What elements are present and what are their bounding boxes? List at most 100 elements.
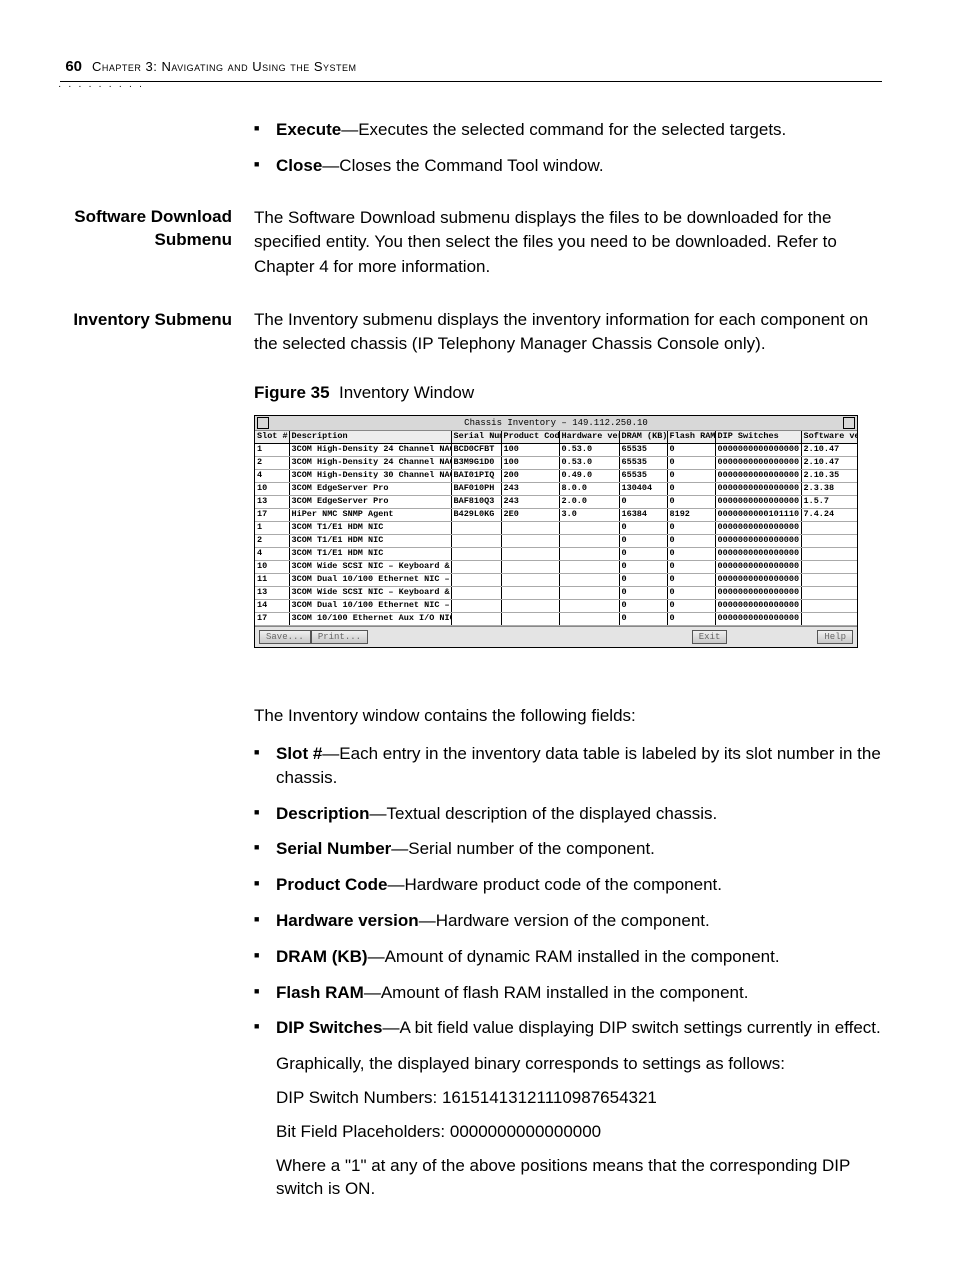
table-cell: 3COM Dual 10/100 Ethernet NIC – PCI (289, 600, 451, 613)
table-row[interactable]: 23COM High-Density 24 Channel NACB3M9G1D… (255, 457, 857, 470)
inventory-window: Chassis Inventory – 149.112.250.10 Slot … (254, 415, 858, 649)
table-cell: 65535 (619, 470, 667, 483)
table-cell: 3.0 (559, 509, 619, 522)
table-row[interactable]: 13COM T1/E1 HDM NIC000000000000000000 (255, 522, 857, 535)
fields-intro: The Inventory window contains the follow… (254, 704, 882, 728)
table-cell: 0000000000000000 (715, 457, 801, 470)
table-cell: 0000000000000000 (715, 470, 801, 483)
list-item: Close—Closes the Command Tool window. (254, 154, 882, 178)
save-button[interactable]: Save... (259, 630, 311, 644)
table-row[interactable]: 143COM Dual 10/100 Ethernet NIC – PCI 000… (255, 600, 857, 613)
table-cell: 130404 (619, 483, 667, 496)
table-cell (559, 535, 619, 548)
table-cell: 3COM T1/E1 HDM NIC (289, 548, 451, 561)
table-header-cell: Slot # (255, 431, 289, 444)
sysmenu-icon[interactable] (257, 417, 269, 429)
table-cell: 10 (255, 561, 289, 574)
table-header-cell: Product Code (501, 431, 559, 444)
table-cell (451, 535, 501, 548)
table-cell: 0000000000000000 (715, 483, 801, 496)
list-item: DRAM (KB)—Amount of dynamic RAM installe… (254, 945, 882, 969)
table-cell: 8192 (667, 509, 715, 522)
table-cell (559, 600, 619, 613)
table-cell (801, 613, 857, 626)
list-item: Slot #—Each entry in the inventory data … (254, 742, 882, 790)
dip-extra-1: Graphically, the displayed binary corres… (276, 1052, 882, 1076)
table-cell: HiPer NMC SNMP Agent (289, 509, 451, 522)
table-row[interactable]: 13COM High-Density 24 Channel NACBCD0CFB… (255, 444, 857, 457)
section-body-software-download: The Software Download submenu displays t… (254, 206, 882, 280)
table-cell: 65535 (619, 444, 667, 457)
table-header-cell: Serial Num (451, 431, 501, 444)
table-row[interactable]: 17HiPer NMC SNMP AgentB429L0KG2E03.01638… (255, 509, 857, 522)
list-item: Serial Number—Serial number of the compo… (254, 837, 882, 861)
table-cell: 0 (667, 496, 715, 509)
resize-icon[interactable] (843, 417, 855, 429)
table-cell (801, 561, 857, 574)
help-button[interactable]: Help (817, 630, 853, 644)
table-row[interactable]: 43COM T1/E1 HDM NIC000000000000000000 (255, 548, 857, 561)
table-cell: 2.0.0 (559, 496, 619, 509)
table-cell: 0 (667, 613, 715, 626)
list-item: Execute—Executes the selected command fo… (254, 118, 882, 142)
exit-button[interactable]: Exit (692, 630, 728, 644)
chapter-title: Chapter 3: Navigating and Using the Syst… (92, 58, 357, 76)
print-button[interactable]: Print... (311, 630, 368, 644)
table-row[interactable]: 43COM High-Density 30 Channel NACBAI01PI… (255, 470, 857, 483)
list-item: DIP Switches—A bit field value displayin… (254, 1016, 882, 1040)
table-cell: 0000000000000000 (715, 600, 801, 613)
inventory-window-footer: Save... Print... Exit Help (255, 626, 857, 647)
table-cell: 17 (255, 509, 289, 522)
table-row[interactable]: 103COM EdgeServer ProBAF010PH2438.0.0130… (255, 483, 857, 496)
table-cell: BAF810Q3 (451, 496, 501, 509)
table-cell (559, 587, 619, 600)
section-label-inventory: Inventory Submenu (60, 308, 254, 357)
table-cell (559, 613, 619, 626)
table-cell: 3COM EdgeServer Pro (289, 496, 451, 509)
table-cell: 0 (619, 587, 667, 600)
table-row[interactable]: 173COM 10/100 Ethernet Aux I/O NIC000000… (255, 613, 857, 626)
table-header-cell: Description (289, 431, 451, 444)
table-row[interactable]: 113COM Dual 10/100 Ethernet NIC – PCI000… (255, 574, 857, 587)
list-item: Description—Textual description of the d… (254, 802, 882, 826)
figure-caption: Figure 35 Inventory Window (254, 381, 882, 405)
table-cell: 0 (619, 496, 667, 509)
table-cell: 3COM 10/100 Ethernet Aux I/O NIC (289, 613, 451, 626)
table-cell: 0.49.0 (559, 470, 619, 483)
top-bullet-list: Execute—Executes the selected command fo… (254, 118, 882, 178)
table-row[interactable]: 103COM Wide SCSI NIC – Keyboard & Mou000… (255, 561, 857, 574)
inventory-table: Slot #DescriptionSerial NumProduct Code H… (255, 431, 857, 626)
table-cell: B3M9G1D0 (451, 457, 501, 470)
table-cell (801, 574, 857, 587)
table-cell: 0000000000000000 (715, 444, 801, 457)
table-cell (501, 522, 559, 535)
table-cell: 2.10.47 (801, 444, 857, 457)
table-cell: 0 (619, 613, 667, 626)
table-cell: BCD0CFBT (451, 444, 501, 457)
table-cell: 14 (255, 600, 289, 613)
table-cell: 0000000000000000 (715, 561, 801, 574)
table-row[interactable]: 23COM T1/E1 HDM NIC000000000000000000 (255, 535, 857, 548)
table-row[interactable]: 133COM EdgeServer ProBAF810Q32432.0.0000… (255, 496, 857, 509)
table-cell: 100 (501, 457, 559, 470)
table-cell (801, 535, 857, 548)
table-cell (559, 522, 619, 535)
table-cell: 0 (667, 522, 715, 535)
table-cell (501, 548, 559, 561)
table-cell (451, 561, 501, 574)
table-cell: 4 (255, 470, 289, 483)
table-row[interactable]: 133COM Wide SCSI NIC – Keyboard & Mou000… (255, 587, 857, 600)
table-cell: 0 (667, 561, 715, 574)
inventory-window-titlebar: Chassis Inventory – 149.112.250.10 (255, 416, 857, 432)
table-cell (801, 548, 857, 561)
table-cell: 0 (667, 574, 715, 587)
table-header-cell: DRAM (KB) (619, 431, 667, 444)
table-cell (501, 613, 559, 626)
table-cell: 0 (619, 535, 667, 548)
table-cell (801, 587, 857, 600)
table-cell: 2E0 (501, 509, 559, 522)
table-cell: 0000000000101110 (715, 509, 801, 522)
table-cell (501, 587, 559, 600)
dip-extra-2: DIP Switch Numbers: 16151413121110987654… (276, 1086, 882, 1110)
table-header-row: Slot #DescriptionSerial NumProduct CodeH… (255, 431, 857, 444)
